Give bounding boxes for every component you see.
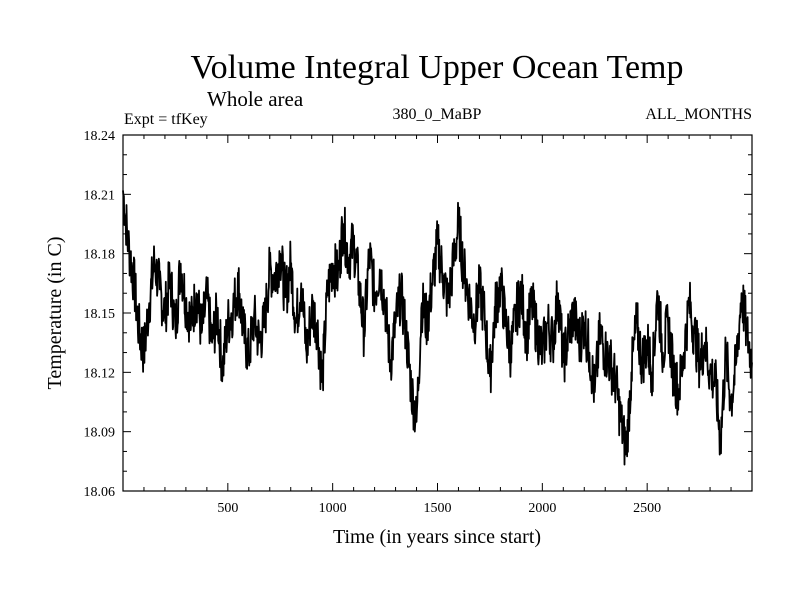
y-axis-label: Temperature (in C) [44, 237, 66, 390]
x-tick-label: 2000 [528, 501, 556, 516]
experiment-label: Expt = tfKey [124, 111, 208, 128]
x-tick-label: 2500 [633, 501, 661, 516]
x-tick-label: 1500 [424, 501, 452, 516]
y-tick-label: 18.18 [84, 248, 116, 263]
x-axis: 500 1000 1500 2000 2500 [143, 135, 732, 516]
y-tick-label: 18.06 [84, 485, 116, 500]
chart-subtitle: Whole area [207, 87, 304, 111]
y-tick-label: 18.12 [84, 366, 116, 381]
series-line [122, 190, 753, 466]
x-tick-label: 500 [217, 501, 238, 516]
y-tick-label: 18.15 [84, 307, 116, 322]
y-tick-label: 18.21 [84, 188, 116, 203]
chart-title: Volume Integral Upper Ocean Temp [191, 49, 684, 86]
y-tick-label: 18.09 [84, 426, 116, 441]
season-label: ALL_MONTHS [645, 106, 752, 123]
y-tick-label: 18.24 [84, 129, 116, 144]
period-label: 380_0_MaBP [393, 106, 482, 123]
y-axis: 18.06 18.09 18.12 18.15 18.18 18.21 18.24 [84, 129, 752, 500]
x-axis-label: Time (in years since start) [333, 526, 541, 548]
x-tick-label: 1000 [319, 501, 347, 516]
